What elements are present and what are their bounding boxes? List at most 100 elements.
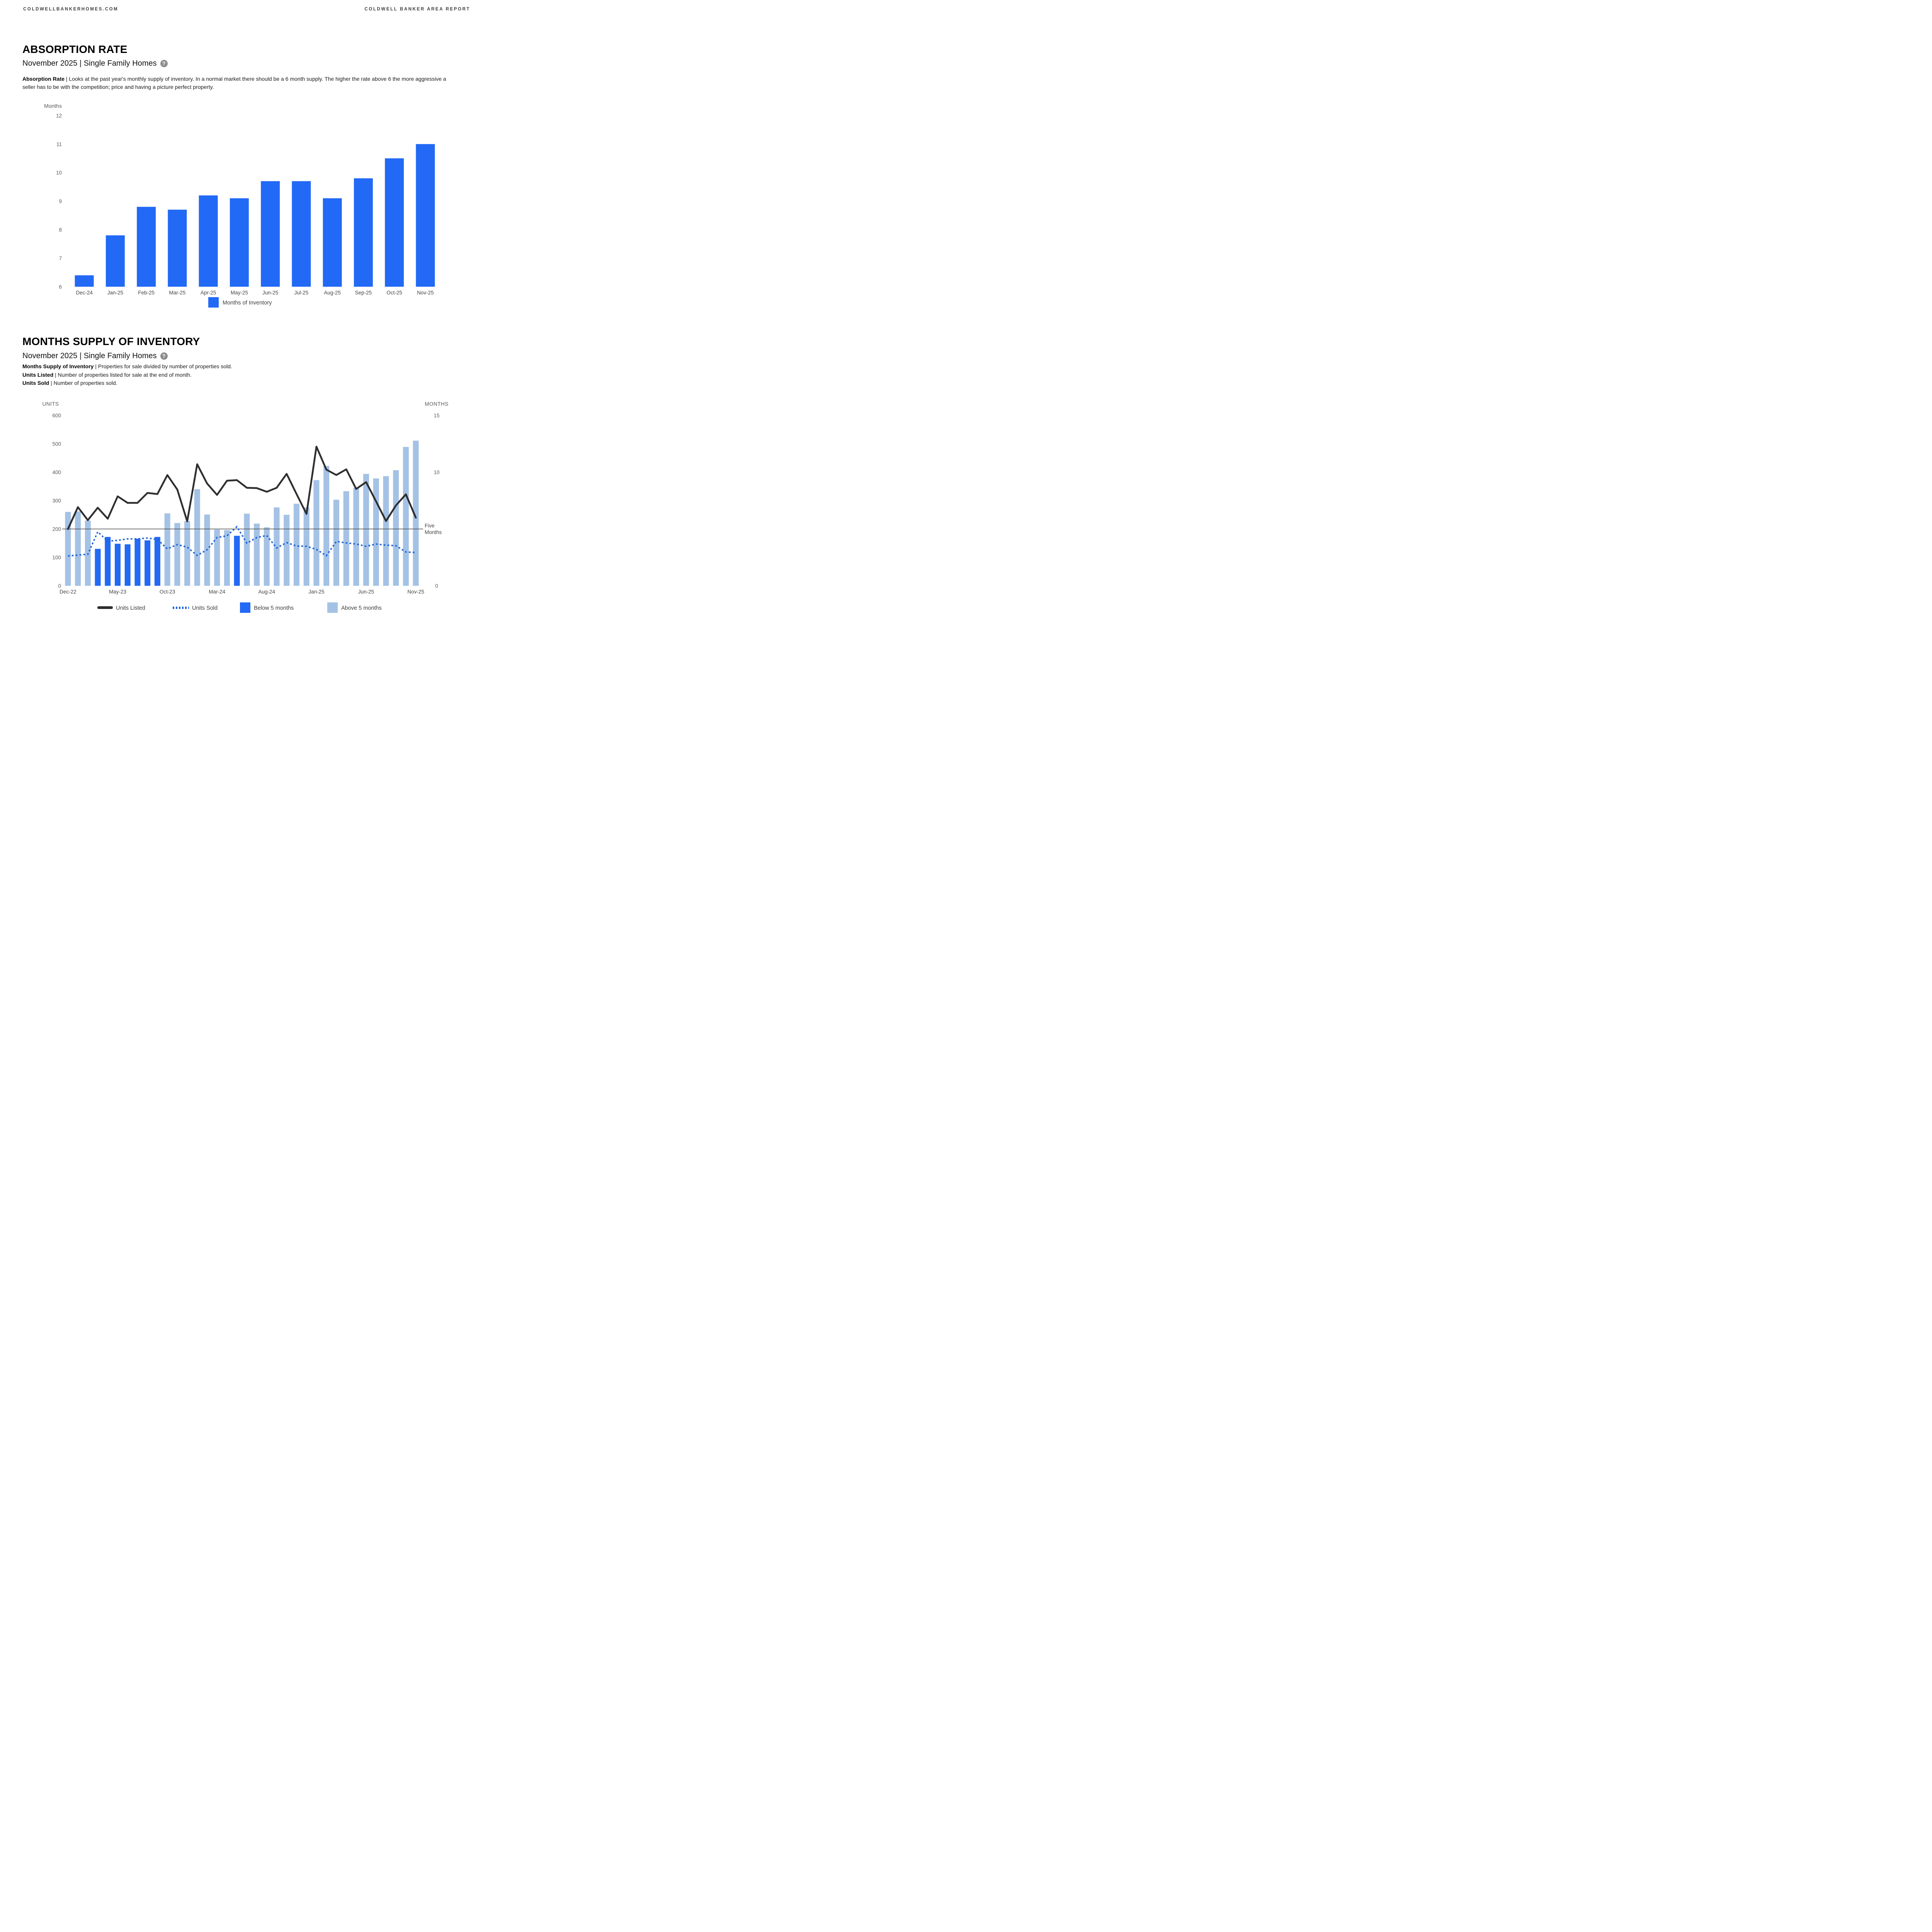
x-tick-label: Feb-25 (138, 290, 155, 296)
definition-row: Months Supply of Inventory | Properties … (22, 363, 232, 369)
msi-bar-Apr-24-above-5-months (224, 530, 230, 586)
absorption-rate-subtitle-text: November 2025 | Single Family Homes (22, 59, 157, 68)
x-tick-label: Dec-24 (76, 290, 93, 296)
left-tick-label: 0 (58, 583, 61, 589)
msi-bar-Oct-24-above-5-months (284, 515, 290, 586)
units-sold-line (68, 526, 416, 557)
left-tick-label: 300 (52, 498, 61, 504)
description-rest: | Looks at the past year's monthly suppl… (22, 76, 446, 90)
x-tick-label: Mar-24 (209, 589, 225, 595)
x-tick-label: Aug-25 (324, 290, 341, 296)
y-tick-label: 10 (56, 170, 62, 176)
msi-bar-Sep-23-below-5-months (154, 537, 160, 586)
legend-label: Months of Inventory (223, 300, 272, 306)
inventory-bar-Jan-25 (105, 235, 125, 287)
report-page: COLDWELLBANKERHOMES.COM COLDWELL BANKER … (0, 0, 493, 638)
legend-label: Units Sold (192, 605, 218, 611)
inventory-bar-May-25 (230, 198, 249, 287)
x-tick-label: Dec-22 (60, 589, 77, 595)
msi-bar-Jun-25-above-5-months (363, 474, 369, 586)
msi-bar-Sep-25-above-5-months (393, 470, 399, 586)
x-tick-label: Mar-25 (169, 290, 185, 296)
right-tick-label: 15 (434, 413, 439, 418)
legend-label: Above 5 months (341, 605, 382, 611)
months-supply-subtitle: November 2025 | Single Family Homes ? (22, 352, 168, 361)
msi-bar-Sep-24-above-5-months (274, 507, 280, 586)
legend-swatch-below-5-months (240, 602, 250, 613)
msi-bar-Jul-25-above-5-months (373, 478, 379, 586)
x-tick-label: Nov-25 (417, 290, 434, 296)
inventory-bar-Oct-25 (385, 158, 404, 287)
y-axis-title: Months (44, 103, 62, 109)
x-tick-label: Jan-25 (107, 290, 123, 296)
msi-bar-Jan-25-above-5-months (313, 480, 320, 586)
msi-bar-Jun-24-above-5-months (244, 514, 250, 586)
msi-bar-Mar-23-below-5-months (95, 549, 101, 586)
left-axis-title: UNITS (43, 401, 59, 407)
site-url-header: COLDWELLBANKERHOMES.COM (23, 7, 119, 12)
msi-bar-May-25-above-5-months (353, 488, 359, 586)
units-listed-line (67, 446, 417, 530)
inventory-bar-Apr-25 (199, 195, 218, 287)
x-tick-label: Jun-25 (358, 589, 374, 595)
five-months-label-line1: Five (425, 523, 435, 529)
msi-bar-Jun-23-below-5-months (124, 544, 131, 586)
absorption-rate-title: ABSORPTION RATE (22, 43, 128, 55)
y-tick-label: 9 (59, 199, 62, 204)
inventory-bar-Aug-25 (323, 198, 342, 287)
inventory-bar-Sep-25 (354, 178, 373, 287)
five-months-label-line2: Months (425, 529, 442, 535)
x-tick-label: Oct-23 (160, 589, 175, 595)
msi-bar-Jul-23-below-5-months (134, 538, 141, 586)
x-tick-label: Jul-25 (294, 290, 308, 296)
msi-bar-Jan-24-above-5-months (194, 489, 200, 586)
x-tick-label: Jun-25 (262, 290, 278, 296)
legend-label: Below 5 months (254, 605, 294, 611)
y-tick-label: 7 (59, 255, 62, 261)
months-supply-definitions: Months Supply of Inventory | Properties … (22, 362, 232, 388)
msi-bar-Aug-23-below-5-months (145, 540, 151, 586)
report-name-header: COLDWELL BANKER AREA REPORT (364, 7, 470, 12)
left-tick-label: 200 (52, 526, 61, 532)
msi-bar-Nov-24-above-5-months (293, 503, 299, 586)
x-tick-label: Oct-25 (386, 290, 402, 296)
x-tick-label: Apr-25 (201, 290, 216, 296)
msi-bar-Mar-24-above-5-months (214, 529, 220, 586)
legend-label: Units Listed (116, 605, 145, 611)
months-supply-chart: UNITS6005004003002001000MONTHS15100FiveM… (43, 401, 449, 613)
legend-swatch-above-5-months (327, 602, 338, 613)
x-tick-label: Jan-25 (308, 589, 324, 595)
msi-bar-Oct-23-above-5-months (164, 513, 170, 586)
legend-swatch-months-of-inventory (208, 297, 219, 308)
inventory-bar-Dec-24 (75, 275, 94, 287)
msi-bar-Nov-25-above-5-months (413, 440, 419, 586)
msi-bar-Nov-23-above-5-months (174, 523, 180, 586)
help-icon[interactable]: ? (160, 352, 168, 360)
y-tick-label: 6 (59, 284, 62, 290)
definition-row: Units Listed | Number of properties list… (22, 371, 192, 378)
description-lead: Absorption Rate (22, 76, 65, 82)
absorption-rate-subtitle: November 2025 | Single Family Homes ? (22, 59, 168, 68)
msi-bar-Aug-24-above-5-months (264, 527, 270, 586)
x-tick-label: Aug-24 (259, 589, 276, 595)
inventory-bar-Feb-25 (137, 207, 156, 287)
y-tick-label: 11 (56, 141, 62, 147)
msi-bar-Feb-25-above-5-months (323, 466, 330, 586)
x-tick-label: May-23 (109, 589, 126, 595)
x-tick-label: May-25 (231, 290, 248, 296)
msi-bar-Jul-24-above-5-months (254, 524, 260, 586)
msi-bar-Apr-25-above-5-months (343, 491, 349, 586)
msi-bar-Oct-25-above-5-months (403, 447, 409, 586)
definition-row: Units Sold | Number of properties sold. (22, 380, 117, 386)
right-axis-title: MONTHS (425, 401, 449, 407)
x-tick-label: Sep-25 (355, 290, 372, 296)
x-tick-label: Nov-25 (407, 589, 424, 595)
left-tick-label: 400 (52, 469, 61, 475)
right-tick-label: 0 (435, 583, 438, 589)
msi-bar-Dec-23-above-5-months (184, 521, 190, 586)
msi-bar-Jan-23-above-5-months (75, 511, 81, 586)
absorption-rate-description: Absorption Rate | Looks at the past year… (22, 75, 456, 91)
right-tick-label: 10 (434, 469, 439, 475)
left-tick-label: 600 (52, 413, 61, 418)
help-icon[interactable]: ? (160, 60, 168, 67)
